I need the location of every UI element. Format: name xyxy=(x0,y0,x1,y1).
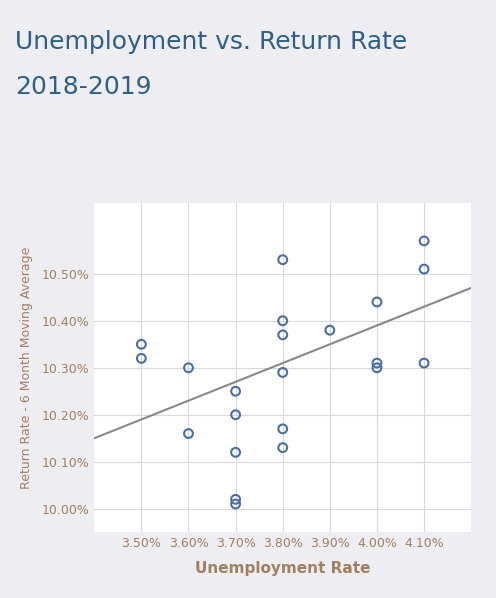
Point xyxy=(279,424,287,434)
Point xyxy=(373,358,381,368)
Point xyxy=(373,363,381,373)
Point xyxy=(185,429,192,438)
Text: 2018-2019: 2018-2019 xyxy=(15,75,151,99)
Point xyxy=(137,353,145,363)
Point xyxy=(232,386,240,396)
Text: Unemployment vs. Return Rate: Unemployment vs. Return Rate xyxy=(15,30,407,54)
Point xyxy=(137,340,145,349)
Point xyxy=(279,330,287,340)
Point xyxy=(185,363,192,373)
Point xyxy=(279,255,287,264)
Point xyxy=(279,316,287,325)
Point xyxy=(420,264,428,274)
Point xyxy=(420,358,428,368)
X-axis label: Unemployment Rate: Unemployment Rate xyxy=(195,561,371,576)
Point xyxy=(232,410,240,420)
Point xyxy=(279,443,287,453)
Point xyxy=(420,236,428,246)
Point xyxy=(279,368,287,377)
Point xyxy=(232,495,240,504)
Point xyxy=(232,447,240,457)
Point xyxy=(326,325,334,335)
Point xyxy=(232,499,240,509)
Y-axis label: Return Rate - 6 Month Moving Average: Return Rate - 6 Month Moving Average xyxy=(20,246,33,489)
Point xyxy=(373,297,381,307)
